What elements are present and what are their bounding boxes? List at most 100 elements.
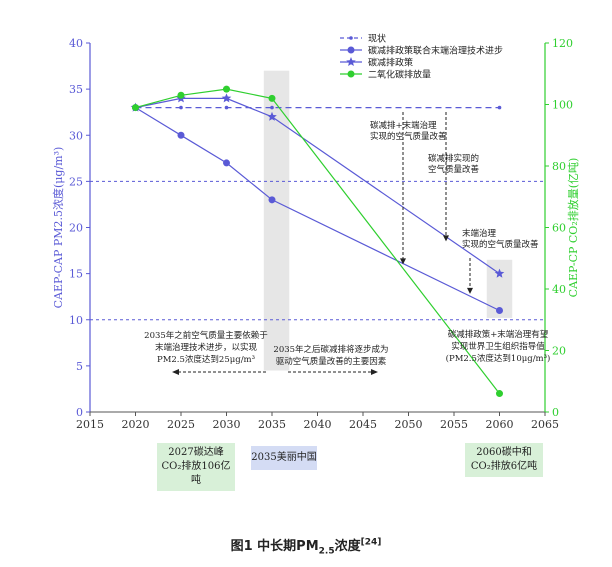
annotation-a6: 碳减排政策+末端治理有望实现世界卫生组织指导值(PM2.5浓度达到10μg/m³…: [446, 329, 551, 364]
annotation-a5-line: 2035年之后碳减排将逐步成为: [273, 344, 388, 355]
peak-label-line2: CO₂排放106亿吨: [161, 461, 231, 486]
x-tick-label: 2025: [167, 418, 195, 431]
left-axis-title: CAEP-CAP PM2.5浓度(μg/m³): [51, 147, 65, 309]
x-tick-label: 2045: [349, 418, 377, 431]
annotation-a3-line: 末端治理: [462, 228, 497, 239]
legend-swatch-marker: [349, 36, 353, 40]
series-point: [270, 105, 274, 110]
left-tick-label: 35: [69, 83, 83, 96]
legend-entry-1: 碳减排政策联合末端治理技术进步: [340, 45, 503, 57]
annotation-a4-line: PM2.5浓度达到25μg/m³: [157, 354, 255, 365]
series-point: [268, 196, 276, 204]
annotation-a4-line: 末端治理技术进步，以实现: [155, 342, 258, 353]
series-1: [132, 104, 503, 315]
left-tick-label: 15: [69, 268, 83, 281]
neutral-label: 2060碳中和 CO₂排放6亿吨: [465, 443, 543, 477]
annotation-a6-line: 碳减排政策+末端治理有望: [448, 329, 549, 340]
legend-entry-0: 现状: [340, 33, 386, 45]
caption-main: 图1 中长期PM: [230, 539, 319, 554]
neutral-label-line1: 2060碳中和: [476, 447, 532, 458]
legend-label: 碳减排政策: [368, 57, 413, 69]
x-tick-label: 2060: [486, 418, 514, 431]
caption-after: 浓度: [334, 539, 361, 554]
peak-label-line1: 2027碳达峰: [168, 447, 224, 458]
series-point: [177, 91, 185, 99]
annotation-a6-line: (PM2.5浓度达到10μg/m³): [446, 353, 551, 364]
beautiful-china-text: 2035美丽中国: [251, 452, 317, 463]
right-tick-label: 60: [552, 222, 566, 235]
series-3: [132, 85, 503, 398]
right-tick-label: 100: [552, 99, 573, 112]
caption-sub: 2.5: [318, 546, 335, 557]
series-point: [267, 111, 277, 121]
right-tick-label: 40: [552, 283, 566, 296]
series-point: [221, 93, 232, 103]
series-point: [223, 159, 230, 167]
reference-lines: [90, 180, 545, 321]
series-point: [177, 131, 185, 139]
right-tick-label: 20: [552, 345, 566, 358]
left-tick-label: 40: [69, 37, 83, 50]
arrow-before-2035-head: [172, 369, 179, 375]
left-tick-label: 5: [76, 360, 83, 373]
right-axis-title: CAEP-CP CO₂排放量(亿吨): [566, 158, 580, 298]
series-point: [224, 105, 229, 110]
legend-entry-3: 二氧化碳排放量: [340, 69, 431, 81]
x-tick-label: 2055: [440, 418, 468, 431]
arrow-a2-head: [443, 235, 449, 242]
annotation-a4-line: 2035年之前空气质量主要依赖于: [144, 330, 268, 341]
series-point: [494, 268, 505, 278]
peak-label: 2027碳达峰 CO₂排放106亿吨: [157, 443, 235, 491]
annotation-a5-line: 驱动空气质量改善的主要因素: [276, 356, 387, 367]
series-point: [223, 85, 230, 93]
series-point: [268, 94, 276, 102]
right-tick-label: 0: [552, 406, 559, 419]
caption-ref: [24]: [360, 537, 382, 548]
arrow-a3-head: [467, 287, 473, 294]
x-tick-label: 2020: [122, 418, 150, 431]
legend-swatch-marker: [346, 57, 356, 66]
annotation-a4: 2035年之前空气质量主要依赖于末端治理技术进步，以实现PM2.5浓度达到25μ…: [144, 330, 268, 365]
annotation-a3-line: 实现的空气质量改善: [462, 239, 539, 250]
annotation-a2-line: 碳减排实现的: [428, 153, 479, 164]
annotation-a2-line: 空气质量改善: [428, 164, 480, 175]
annotation-a6-line: 实现世界卫生组织指导值: [451, 341, 545, 352]
legend-entry-2: 碳减排政策: [340, 57, 413, 69]
series-0: [133, 105, 502, 110]
legend-swatch-marker: [347, 70, 355, 78]
series-line: [135, 97, 500, 275]
x-tick-label: 2015: [76, 418, 104, 431]
x-tick-label: 2050: [395, 418, 423, 431]
left-tick-label: 25: [69, 175, 83, 188]
series-point: [179, 105, 183, 110]
annotation-a1-line: 碳减排+末端治理: [370, 120, 437, 131]
x-tick-label: 2030: [213, 418, 241, 431]
series-layer: [130, 85, 505, 398]
left-tick-label: 20: [69, 222, 83, 235]
arrow-after-2035-head: [371, 369, 378, 375]
x-tick-label: 2040: [304, 418, 332, 431]
highlight-bands: [263, 70, 513, 371]
annotation-layer: 碳减排+末端治理实现的空气质量改善碳减排实现的空气质量改善末端治理实现的空气质量…: [144, 112, 550, 375]
right-tick-label: 120: [552, 37, 573, 50]
series-2: [130, 93, 505, 278]
left-tick-label: 30: [69, 129, 83, 142]
x-tick-label: 2065: [531, 418, 559, 431]
right-tick-label: 80: [552, 160, 566, 173]
series-point: [497, 105, 502, 110]
beautiful-china-label: 2035美丽中国: [251, 446, 317, 470]
series-point: [496, 390, 503, 398]
x-tick-label: 2035: [258, 418, 286, 431]
series-point: [132, 104, 139, 112]
series-point: [496, 307, 503, 315]
legend-label: 现状: [368, 33, 386, 45]
legend-label: 二氧化碳排放量: [368, 69, 431, 81]
legend-label: 碳减排政策联合末端治理技术进步: [368, 45, 503, 57]
